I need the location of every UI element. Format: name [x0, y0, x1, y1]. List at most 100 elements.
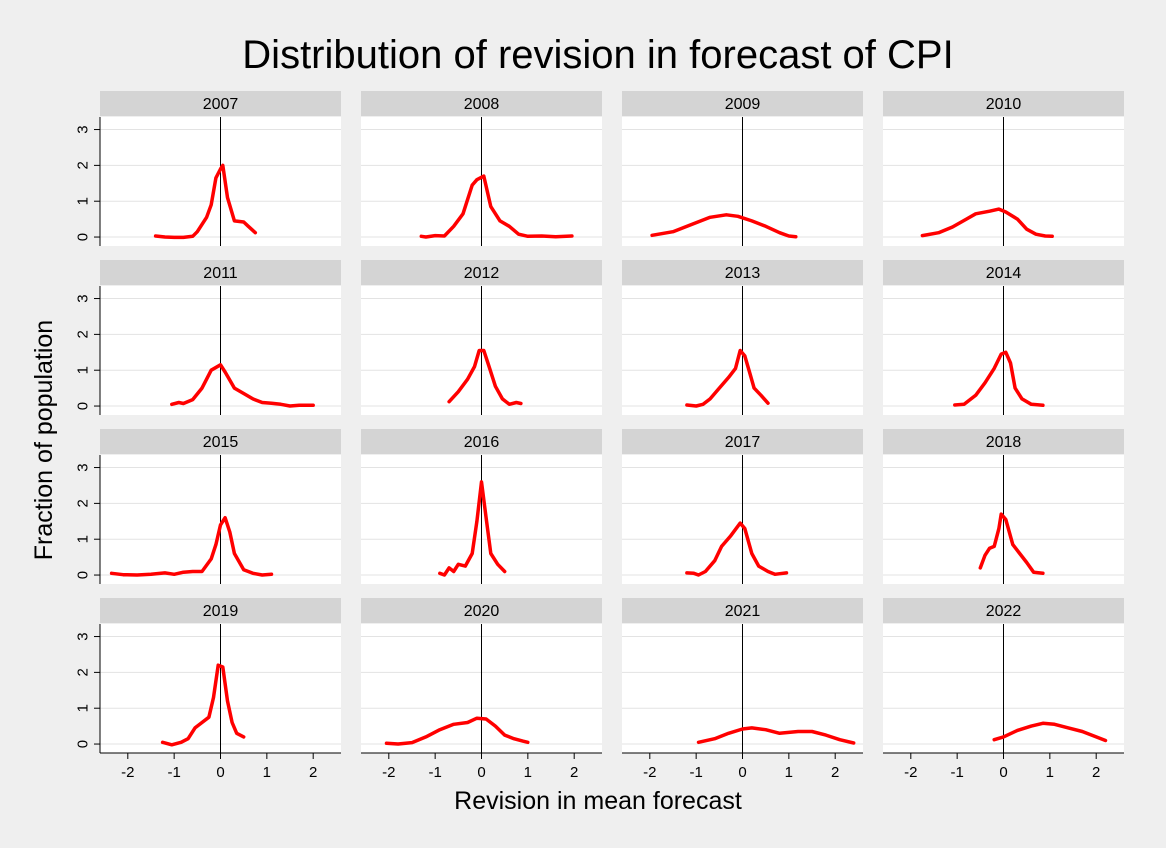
y-tick-label: 3: [75, 632, 92, 640]
panel-label: 2019: [203, 603, 239, 620]
series-line-2012: [447, 348, 523, 407]
series-line-2008: [419, 174, 574, 239]
x-tick-label: 2: [1092, 764, 1100, 781]
panel-label: 2018: [986, 434, 1022, 451]
facet-panel-2017: 2017: [622, 429, 863, 584]
x-tick-label: 0: [477, 764, 485, 781]
panel-label: 2015: [203, 434, 239, 451]
series-line-2021: [696, 726, 856, 745]
panel-header-strip: [622, 260, 863, 285]
panel-header-strip: [883, 598, 1124, 623]
x-tick-label: 2: [831, 764, 839, 781]
panel-header-strip: [100, 598, 341, 623]
panel-header-strip: [100, 429, 341, 454]
x-tick-label: 0: [738, 764, 746, 781]
series-line-2016: [438, 480, 507, 577]
x-tick-label: 0: [216, 764, 224, 781]
facet-panel-2021: 2021 -2 -1 0 1 2: [622, 598, 863, 781]
panel-label: 2020: [464, 603, 500, 620]
y-tick-label: 1: [75, 535, 92, 543]
y-tick-label: 0: [75, 233, 92, 241]
y-tick-label: 3: [75, 463, 92, 471]
x-tick-label: -2: [904, 764, 917, 781]
facet-panel-2014: 2014: [883, 260, 1124, 415]
panel-header-strip: [100, 91, 341, 116]
series-line-2014: [953, 350, 1045, 408]
series-line-2019: [160, 663, 246, 747]
panel-label: 2016: [464, 434, 500, 451]
x-tick-label: 0: [999, 764, 1007, 781]
panel-header-strip: [622, 598, 863, 623]
series-line-2020: [384, 716, 530, 746]
facet-panel-2011: 2011 0 1 2 3: [75, 260, 341, 415]
y-tick-label: 0: [75, 571, 92, 579]
y-axis-title: Fraction of population: [30, 320, 58, 560]
facet-panel-2022: 2022 -2 -1 0 1 2: [883, 598, 1124, 781]
series-line-2018: [978, 512, 1045, 576]
y-tick-label: 1: [75, 704, 92, 712]
x-tick-label: -2: [382, 764, 395, 781]
x-tick-label: -1: [167, 764, 180, 781]
x-axis-title: Revision in mean forecast: [454, 787, 742, 815]
y-tick-label: 2: [75, 161, 92, 169]
panel-header-strip: [883, 91, 1124, 116]
panel-label: 2012: [464, 265, 500, 282]
x-tick-label: -1: [950, 764, 963, 781]
series-line-2015: [109, 515, 274, 577]
panel-label: 2007: [203, 96, 239, 113]
facet-panel-2008: 2008: [361, 91, 602, 246]
facet-panel-2009: 2009: [622, 91, 863, 246]
panel-header-strip: [883, 429, 1124, 454]
x-tick-label: 1: [524, 764, 532, 781]
facet-panel-2015: 2015 0 1 2 3: [75, 429, 341, 584]
chart-title: Distribution of revision in forecast of …: [242, 33, 953, 77]
series-line-2011: [170, 363, 315, 408]
x-tick-label: 2: [570, 764, 578, 781]
panel-label: 2022: [986, 603, 1022, 620]
y-tick-label: 2: [75, 499, 92, 507]
series-line-2022: [992, 721, 1108, 743]
facet-panel-2020: 2020 -2 -1 0 1 2: [361, 598, 602, 781]
y-tick-label: 3: [75, 294, 92, 302]
x-tick-label: 1: [785, 764, 793, 781]
panel-label: 2009: [725, 96, 761, 113]
facet-panel-2012: 2012: [361, 260, 602, 415]
panel-header-strip: [622, 429, 863, 454]
panel-header-strip: [361, 260, 602, 285]
series-line-2007: [153, 163, 258, 240]
y-tick-label: 1: [75, 366, 92, 374]
panel-label: 2010: [986, 96, 1022, 113]
x-tick-label: -2: [643, 764, 656, 781]
x-tick-label: -2: [121, 764, 134, 781]
x-tick-label: -1: [689, 764, 702, 781]
x-tick-label: 1: [1046, 764, 1054, 781]
panel-header-strip: [100, 260, 341, 285]
y-tick-label: 2: [75, 668, 92, 676]
panel-label: 2017: [725, 434, 761, 451]
facet-panel-2016: 2016: [361, 429, 602, 584]
facet-panel-2007: 2007 0 1 2 3: [75, 91, 341, 246]
y-tick-label: 1: [75, 197, 92, 205]
panel-header-strip: [883, 260, 1124, 285]
x-tick-label: 1: [263, 764, 271, 781]
panel-label: 2011: [203, 265, 238, 282]
facet-panel-2018: 2018: [883, 429, 1124, 584]
panel-label: 2014: [986, 265, 1022, 282]
panel-label: 2021: [725, 603, 761, 620]
series-line-2009: [650, 213, 798, 239]
y-tick-label: 0: [75, 402, 92, 410]
y-tick-label: 3: [75, 125, 92, 133]
series-line-2017: [685, 521, 789, 577]
y-tick-label: 2: [75, 330, 92, 338]
x-tick-label: -1: [428, 764, 441, 781]
panel-header-strip: [361, 429, 602, 454]
x-tick-label: 2: [309, 764, 317, 781]
panel-header-strip: [622, 91, 863, 116]
y-tick-label: 0: [75, 740, 92, 748]
series-line-2010: [920, 207, 1054, 239]
facet-panel-2010: 2010: [883, 91, 1124, 246]
panel-header-strip: [361, 598, 602, 623]
